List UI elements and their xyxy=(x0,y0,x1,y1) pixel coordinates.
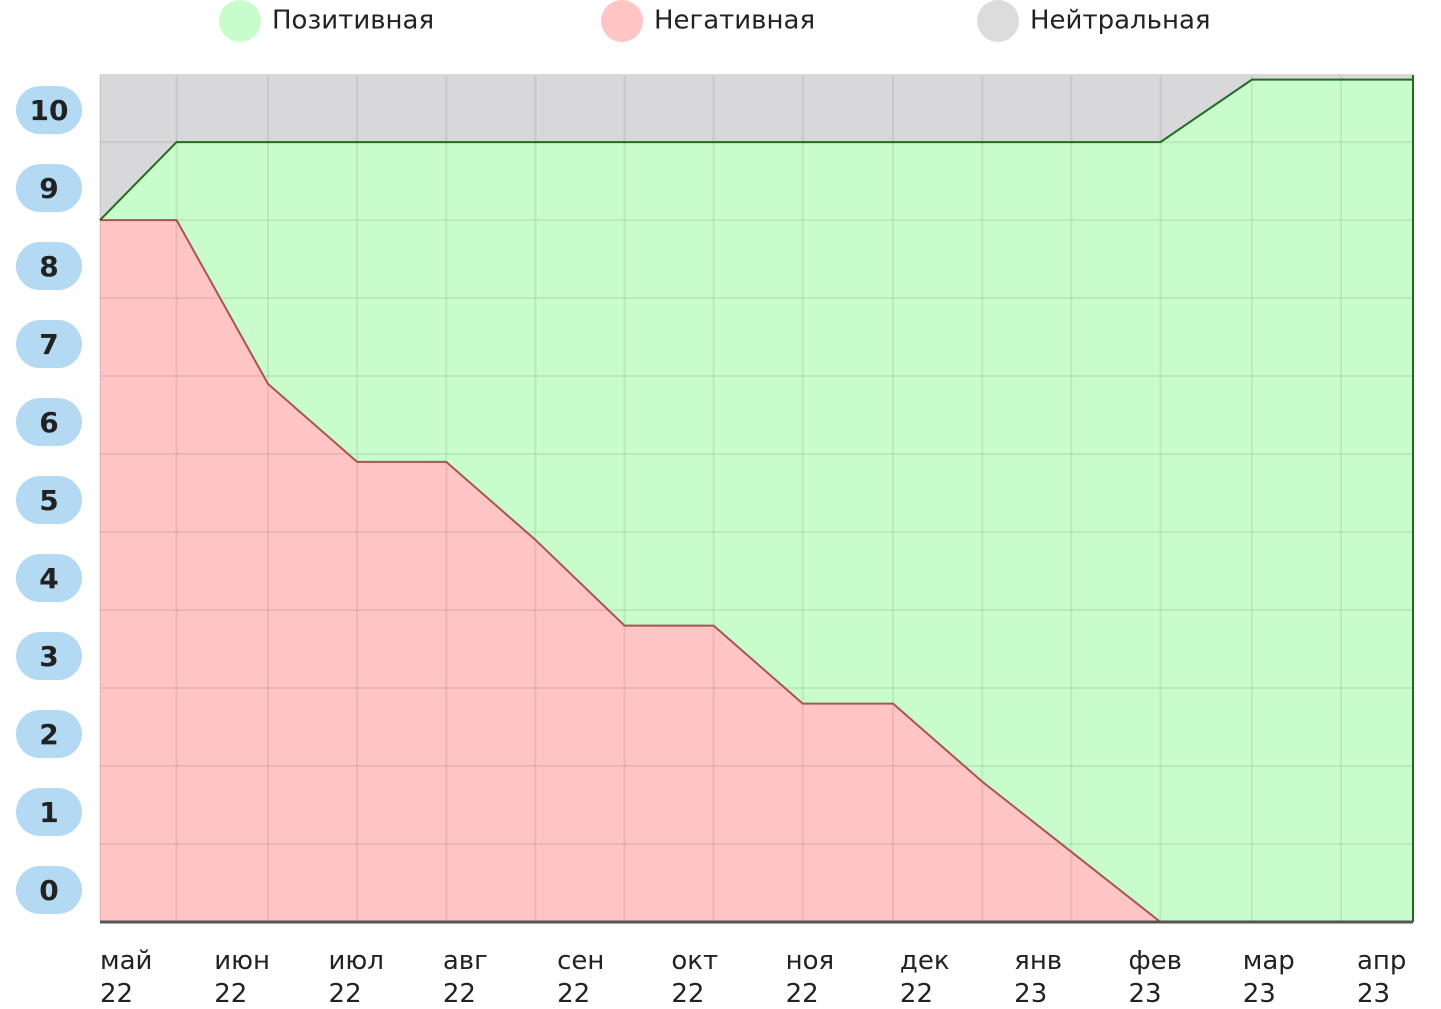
y-tick-badge xyxy=(16,476,82,525)
y-tick-label: 5 xyxy=(39,484,58,517)
y-tick-badge xyxy=(16,242,82,291)
y-tick-label: 1 xyxy=(39,796,58,829)
area-fill xyxy=(100,79,1413,922)
legend-swatch xyxy=(601,0,643,42)
x-tick-label: янв 23 xyxy=(1014,946,1062,1009)
y-tick-badge xyxy=(16,866,82,914)
y-tick-badge xyxy=(16,398,82,447)
legend-swatch xyxy=(977,0,1019,42)
x-tick-label: июн 22 xyxy=(214,946,270,1009)
x-tick-label: дек 22 xyxy=(900,946,950,1009)
y-tick-label: 6 xyxy=(39,406,58,439)
y-tick-label: 2 xyxy=(39,718,58,751)
y-tick-label: 9 xyxy=(39,172,58,205)
x-tick-label: фев 23 xyxy=(1128,946,1182,1009)
y-tick-badge xyxy=(16,86,82,135)
x-tick-label: апр 23 xyxy=(1357,946,1406,1009)
x-tick-label: сен 22 xyxy=(557,946,604,1009)
area-fill xyxy=(100,220,1413,923)
y-tick-label: 8 xyxy=(39,250,58,283)
x-tick-label: май 22 xyxy=(100,946,152,1009)
y-tick-badge xyxy=(16,632,82,681)
x-tick-label: ноя 22 xyxy=(786,946,835,1009)
area-fill xyxy=(100,75,1413,221)
y-tick-label: 7 xyxy=(39,328,58,361)
y-tick-badge xyxy=(16,320,82,369)
y-tick-badge xyxy=(16,788,82,837)
y-tick-label: 10 xyxy=(30,94,69,127)
x-tick-label: окт 22 xyxy=(671,946,718,1009)
legend-label: Негативная xyxy=(654,6,815,36)
y-tick-badge xyxy=(16,164,82,213)
y-tick-label: 0 xyxy=(39,874,58,907)
legend-label: Позитивная xyxy=(272,6,434,36)
x-tick-label: мар 23 xyxy=(1243,946,1295,1009)
y-tick-badge xyxy=(16,554,82,603)
x-tick-label: авг 22 xyxy=(443,946,488,1009)
y-tick-label: 3 xyxy=(39,640,58,673)
legend-swatch xyxy=(219,0,261,42)
legend-label: Нейтральная xyxy=(1030,6,1211,36)
area-line xyxy=(99,78,1413,221)
y-tick-badge xyxy=(16,710,82,759)
x-tick-label: июл 22 xyxy=(329,946,384,1009)
y-tick-label: 4 xyxy=(39,562,58,595)
